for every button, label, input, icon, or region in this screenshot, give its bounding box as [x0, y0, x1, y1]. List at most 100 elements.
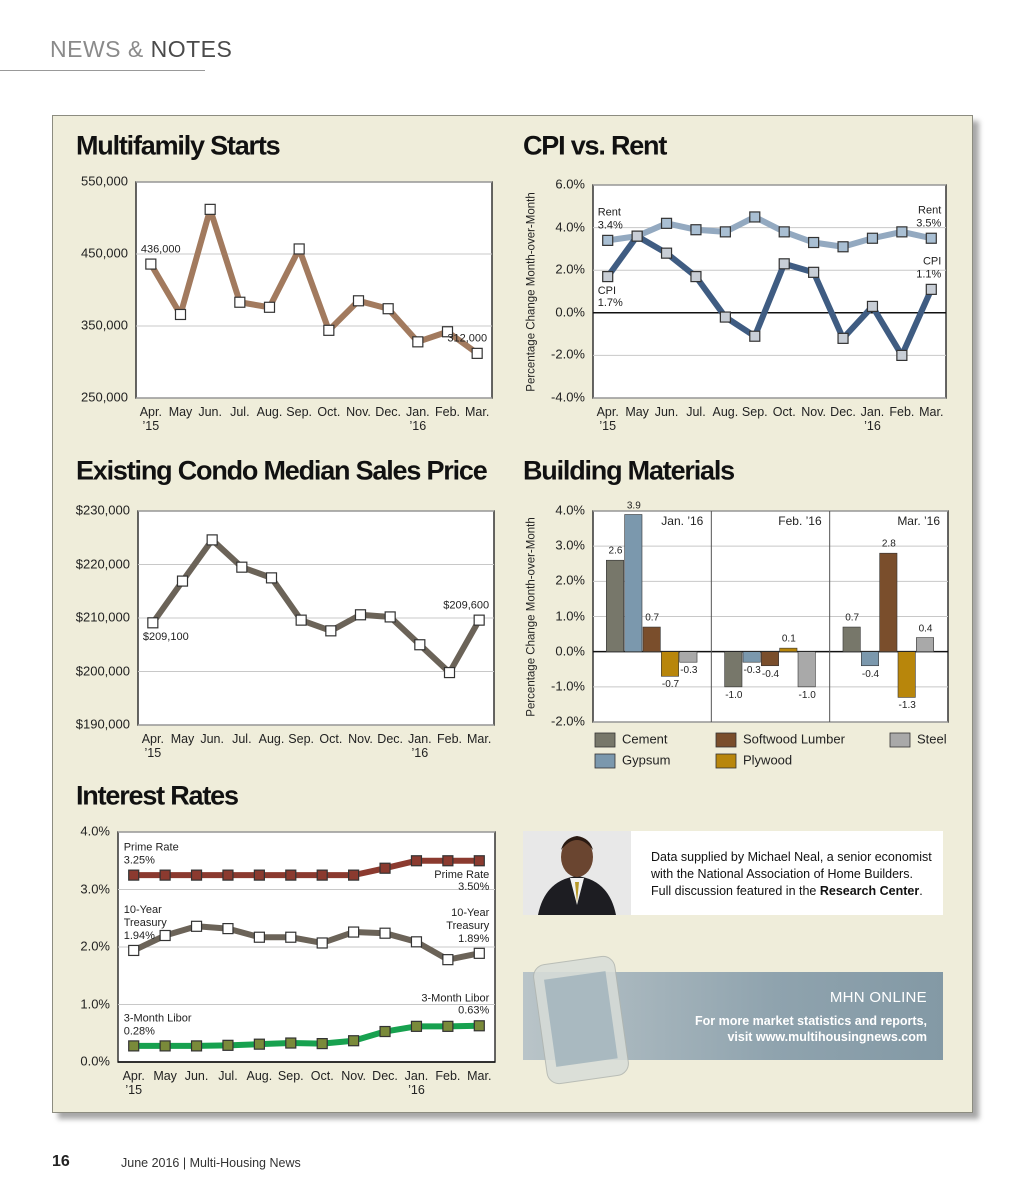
data-point [354, 609, 367, 621]
value-label: 0.4 [918, 623, 933, 635]
y-tick-label: 1.0% [80, 996, 110, 1012]
x-tick-label: Oct. [772, 405, 796, 419]
data-point [190, 1040, 203, 1052]
data-point [190, 920, 203, 932]
data-point [602, 270, 614, 283]
x-tick-label: Jan. ’16 [860, 405, 885, 434]
value-label: -1.0 [725, 689, 743, 701]
bar [606, 559, 624, 652]
value-label: 2.8 [881, 538, 896, 550]
data-point [128, 1040, 140, 1052]
x-tick-label: Dec. [375, 405, 402, 419]
data-point [190, 869, 203, 881]
data-point [222, 869, 234, 881]
page-number: 16 [52, 1153, 70, 1170]
x-tick-label: Mar. [467, 1069, 492, 1083]
data-point [443, 666, 456, 679]
value-label: 436,000 [140, 243, 181, 256]
data-point [204, 203, 216, 215]
data-point [159, 929, 171, 942]
y-tick-label: 4.0% [555, 219, 585, 235]
data-point [749, 330, 761, 342]
data-point [206, 534, 218, 546]
data-point [265, 572, 278, 584]
data-point [837, 241, 849, 253]
data-point [778, 226, 790, 238]
value-label: Rent 3.5% [916, 204, 942, 230]
y-tick-label: -2.0% [551, 346, 585, 362]
x-tick-label: Nov. [341, 1069, 367, 1083]
group-label: Feb. ’16 [778, 514, 822, 529]
data-point [631, 230, 643, 242]
x-tick-label: Mar. [465, 405, 490, 419]
data-point [128, 869, 140, 881]
data-point [382, 303, 394, 315]
data-point [414, 639, 426, 651]
data-point [837, 332, 849, 344]
value-label: -0.3 [680, 665, 698, 677]
photo [523, 831, 631, 915]
x-tick-label: Oct. [317, 405, 341, 419]
value-label: Rent 3.4% [597, 207, 623, 232]
y-tick-label: -1.0% [551, 678, 585, 694]
y-tick-label: 2.0% [555, 261, 585, 277]
value-label: 0.7 [645, 612, 660, 624]
data-point [316, 1037, 328, 1050]
data-point [263, 301, 276, 313]
data-point [808, 236, 820, 249]
info-link: Research Center [819, 884, 920, 898]
data-point [176, 575, 189, 587]
x-tick-label: Nov. [801, 405, 827, 419]
x-tick-label: Mar. [919, 405, 944, 419]
data-point [128, 944, 140, 957]
legend-label: Steel [917, 731, 947, 747]
data-point [379, 1025, 391, 1038]
data-point [222, 1039, 234, 1051]
x-tick-label: Aug. [258, 732, 285, 746]
data-point [473, 614, 485, 626]
bar [897, 651, 916, 698]
bar [642, 626, 661, 652]
data-point [159, 869, 171, 881]
value-label: 3-Month Libor 0.63% [421, 992, 490, 1018]
chart-title: Multifamily Starts [76, 130, 281, 161]
phone [533, 955, 629, 1085]
x-tick-label: Sep. [277, 1069, 304, 1083]
bar [624, 514, 643, 652]
x-tick-label: Jul. [686, 405, 706, 419]
data-point [473, 1020, 485, 1032]
data-point [471, 347, 483, 359]
y-tick-label: 0.0% [80, 1053, 110, 1069]
x-tick-label: Sep. [741, 405, 768, 419]
data-point [159, 1040, 171, 1052]
bar [879, 552, 898, 652]
data-point [690, 270, 702, 283]
y-tick-label: $190,000 [75, 716, 130, 732]
value-label: -1.3 [898, 700, 916, 712]
x-tick-label: May [170, 732, 195, 746]
x-tick-label: Feb. [435, 1069, 461, 1083]
bar [842, 626, 861, 652]
data-point [473, 947, 485, 959]
bar [761, 651, 779, 667]
data-point [147, 617, 159, 629]
value-label: -0.7 [661, 679, 680, 691]
bar [797, 651, 816, 688]
data-point [316, 869, 328, 881]
x-tick-label: Dec. [830, 405, 856, 419]
y-tick-label: 2.0% [555, 572, 585, 588]
x-tick-label: Apr. ’15 [122, 1069, 145, 1098]
y-tick-label: $200,000 [75, 663, 130, 679]
value-label: -1.0 [798, 689, 816, 701]
value-label: Prime Rate 3.50% [434, 868, 490, 894]
data-point [295, 614, 307, 626]
data-point [808, 266, 820, 278]
data-point [778, 258, 790, 270]
data-point [410, 936, 423, 948]
data-point [379, 927, 391, 939]
header-subsection: NOTES [150, 36, 233, 62]
bar [861, 651, 879, 667]
data-point [316, 937, 328, 949]
bar [779, 647, 798, 652]
data-point [325, 625, 337, 637]
